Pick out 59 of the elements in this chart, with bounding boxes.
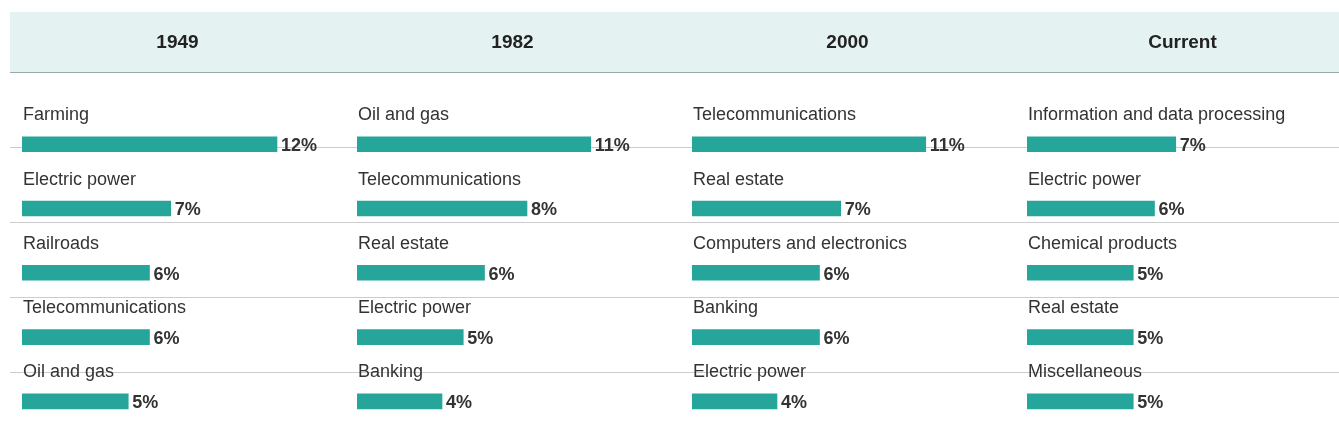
y-tick-label: Telecommunications xyxy=(693,104,857,125)
bar xyxy=(692,200,842,217)
bar xyxy=(22,393,129,410)
bar xyxy=(357,136,592,153)
y-tick-label: Computers and electronics xyxy=(693,232,908,253)
chart-title: Current xyxy=(1147,30,1218,54)
bar xyxy=(22,200,172,217)
y-tick-label: Railroads xyxy=(23,232,100,253)
y-tick-label: Banking xyxy=(358,361,424,382)
data-label: 8% xyxy=(531,199,558,220)
y-tick-label: Oil and gas xyxy=(23,361,115,382)
bar xyxy=(357,329,464,345)
data-label: 6% xyxy=(823,263,850,284)
bar xyxy=(692,136,927,153)
bar xyxy=(692,393,778,410)
data-label: 6% xyxy=(153,263,180,284)
bar xyxy=(692,329,820,345)
y-tick-label: Electric power xyxy=(358,297,472,318)
y-tick-label: Farming xyxy=(23,104,90,125)
bar xyxy=(692,264,820,281)
y-tick-label: Telecommunications xyxy=(358,168,522,189)
data-label: 7% xyxy=(174,199,201,220)
data-label: 6% xyxy=(488,263,515,284)
chart-title: 2000 xyxy=(825,30,870,54)
data-label: 6% xyxy=(823,328,850,349)
data-label: 5% xyxy=(1137,328,1164,349)
data-label: 4% xyxy=(446,392,473,413)
y-tick-label: Real estate xyxy=(693,168,785,189)
y-tick-label: Chemical products xyxy=(1028,232,1178,253)
bar xyxy=(357,264,485,281)
y-tick-label: Banking xyxy=(693,297,759,318)
y-tick-label: Electric power xyxy=(693,361,807,382)
data-label: 12% xyxy=(281,135,318,156)
data-label: 6% xyxy=(153,328,180,349)
y-tick-label: Electric power xyxy=(1028,168,1142,189)
data-label: 6% xyxy=(1158,199,1185,220)
bar xyxy=(357,200,528,217)
chart-title: 1949 xyxy=(155,30,200,54)
y-tick-label: Miscellaneous xyxy=(1028,361,1143,382)
chart-title: 1982 xyxy=(490,30,535,54)
bar xyxy=(22,329,150,345)
data-label: 11% xyxy=(929,135,965,156)
y-tick-label: Telecommunications xyxy=(23,297,187,318)
bar xyxy=(357,393,443,410)
data-label: 4% xyxy=(781,392,808,413)
data-label: 5% xyxy=(467,328,494,349)
y-tick-label: Real estate xyxy=(358,232,450,253)
data-label: 7% xyxy=(844,199,871,220)
data-label: 5% xyxy=(1137,263,1164,284)
data-label: 5% xyxy=(132,392,159,413)
y-tick-label: Oil and gas xyxy=(358,104,450,125)
data-label: 7% xyxy=(1179,135,1206,156)
data-label: 5% xyxy=(1137,392,1164,413)
bar xyxy=(22,136,278,153)
bar xyxy=(22,264,150,281)
data-label: 11% xyxy=(594,135,630,156)
y-tick-label: Electric power xyxy=(23,168,137,189)
y-tick-label: Real estate xyxy=(1028,297,1120,318)
y-tick-label: Information and data processing xyxy=(1028,104,1286,125)
